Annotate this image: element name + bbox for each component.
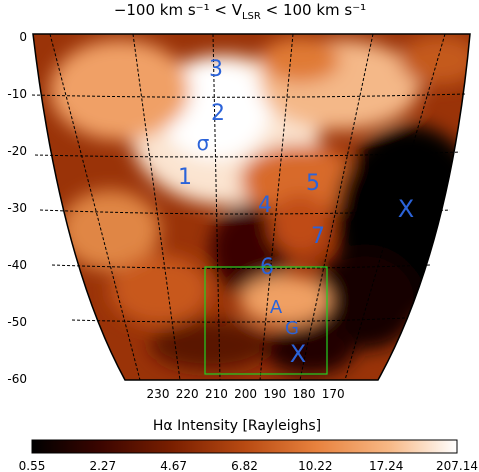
colorbar-tick-label: 17.24 xyxy=(369,459,403,472)
region-label: 7 xyxy=(311,224,325,249)
coordinate-grid xyxy=(31,33,466,381)
region-label: G xyxy=(285,318,299,339)
region-label: A xyxy=(270,297,283,318)
y-tick-label: -30 xyxy=(7,201,27,215)
region-label: 2 xyxy=(211,101,225,126)
colorbar-label: Hα Intensity [Rayleighs] xyxy=(153,418,321,434)
x-tick-label: 180 xyxy=(293,387,316,401)
colorbar-tick-label: 2.27 xyxy=(89,459,116,472)
colorbar-tick-label: 6.82 xyxy=(231,459,258,472)
x-tick-labels: 230 220 210 200 190 180 170 xyxy=(147,387,345,401)
region-label: 4 xyxy=(258,193,272,218)
colorbar-tick-label: 207.14 xyxy=(436,459,478,472)
y-tick-label: -60 xyxy=(7,372,27,386)
chart-title: −100 km s⁻¹ < VLSR < 100 km s⁻¹ xyxy=(114,1,366,22)
y-tick-label: 0 xyxy=(19,30,27,44)
colorbar-tick-label: 0.55 xyxy=(19,459,46,472)
y-tick-labels: 0 -10 -20 -30 -40 -50 -60 xyxy=(7,30,27,386)
colorbar-tick-label: 10.22 xyxy=(298,459,332,472)
x-tick-label: 200 xyxy=(234,387,257,401)
highlight-box xyxy=(204,266,328,375)
x-tick-label: 220 xyxy=(176,387,199,401)
region-label: 5 xyxy=(306,171,320,196)
region-label: 1 xyxy=(178,165,192,190)
region-label: σ xyxy=(197,131,210,155)
colorbar-tick-label: 4.67 xyxy=(160,459,187,472)
x-tick-label: 170 xyxy=(322,387,345,401)
halpha-map xyxy=(33,34,470,380)
colorbar xyxy=(31,439,458,454)
colorbar-tick-labels: 0.55 2.27 4.67 6.82 10.22 17.24 207.14 xyxy=(19,459,478,472)
y-tick-label: -10 xyxy=(7,87,27,101)
region-label: X xyxy=(398,195,414,223)
x-tick-label: 210 xyxy=(205,387,228,401)
region-label: 3 xyxy=(209,57,223,82)
map-boundary xyxy=(32,33,471,381)
y-tick-label: -20 xyxy=(7,144,27,158)
y-tick-label: -50 xyxy=(7,315,27,329)
x-tick-label: 230 xyxy=(147,387,170,401)
y-tick-label: -40 xyxy=(7,258,27,272)
x-tick-label: 190 xyxy=(263,387,286,401)
region-label: X xyxy=(290,340,306,368)
